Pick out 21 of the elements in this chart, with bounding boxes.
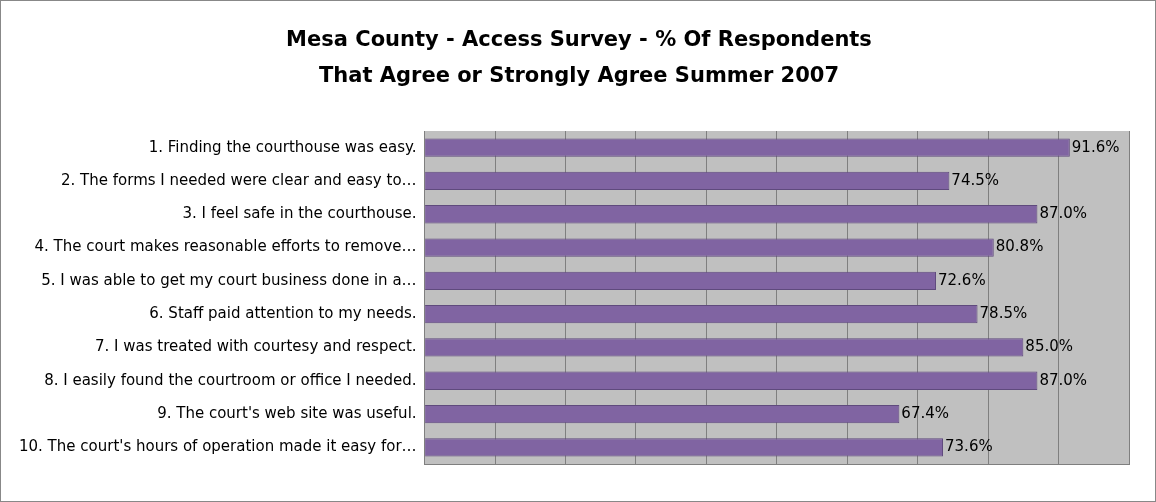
y-tick-label: 3. I feel safe in the courthouse.	[182, 204, 417, 223]
data-label: 72.6%	[937, 270, 986, 289]
y-tick-label: 9. The court's web site was useful.	[157, 403, 417, 422]
data-label: 87.0%	[1039, 370, 1088, 389]
data-label: 91.6%	[1071, 137, 1120, 156]
y-tick-label: 8. I easily found the courtroom or office I needed.	[44, 370, 417, 389]
y-tick-label: 7. I was treated with courtesy and respect.	[94, 337, 417, 356]
y-tick-label: 5. I was able to get my court business done in a…	[41, 270, 417, 289]
y-tick-label: 1. Finding the courthouse was easy.	[148, 137, 417, 156]
y-tick-label: 4. The court makes reasonable efforts to remove…	[34, 237, 417, 256]
data-label: 80.8%	[995, 237, 1044, 256]
chart-title: Mesa County - Access Survey - % Of Respondents That Agree or Strongly Agree Summer 2007	[285, 26, 873, 89]
data-label: 74.5%	[951, 170, 1000, 189]
y-tick-label: 6. Staff paid attention to my needs.	[149, 304, 417, 323]
data-label: 78.5%	[979, 304, 1028, 323]
data-label: 67.4%	[901, 403, 950, 422]
data-label: 85.0%	[1025, 337, 1073, 356]
y-tick-label: 2. The forms I needed were clear and easy to…	[61, 170, 417, 189]
data-label: 87.0%	[1039, 204, 1088, 223]
y-tick-label: 10. The court's hours of operation made it easy for…	[19, 437, 417, 456]
data-label: 73.6%	[945, 437, 993, 456]
